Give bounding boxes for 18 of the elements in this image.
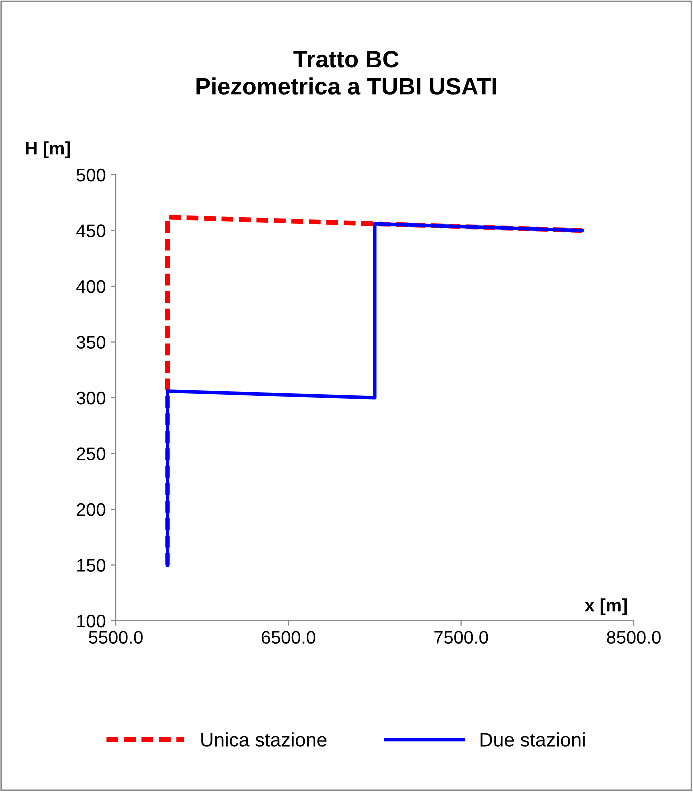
legend-label: Due stazioni xyxy=(480,732,585,747)
x-tick-label: 8500.0 xyxy=(607,631,661,644)
y-tick-label: 100 xyxy=(78,614,106,628)
x-axis-title: x [m] xyxy=(584,598,627,616)
legend-label: Unica stazione xyxy=(202,732,327,747)
y-tick-label: 200 xyxy=(77,503,106,516)
y-tick-label: 300 xyxy=(76,392,106,405)
y-tick-label: 400 xyxy=(76,280,106,294)
x-tick-label: 5500.0 xyxy=(89,631,143,644)
y-axis-title: H [m] xyxy=(26,142,70,158)
y-tick-label: 350 xyxy=(76,336,106,349)
y-tick-label: 450 xyxy=(76,224,106,238)
x-tick-label: 6500.0 xyxy=(262,631,316,644)
y-tick-label: 150 xyxy=(78,559,106,572)
x-tick-label: 7500.0 xyxy=(434,631,488,644)
y-tick-label: 500 xyxy=(76,168,106,182)
chart-title: Tratto BC Piezometrica a TUBI USATI xyxy=(196,51,496,95)
y-tick-label: 250 xyxy=(77,448,106,460)
